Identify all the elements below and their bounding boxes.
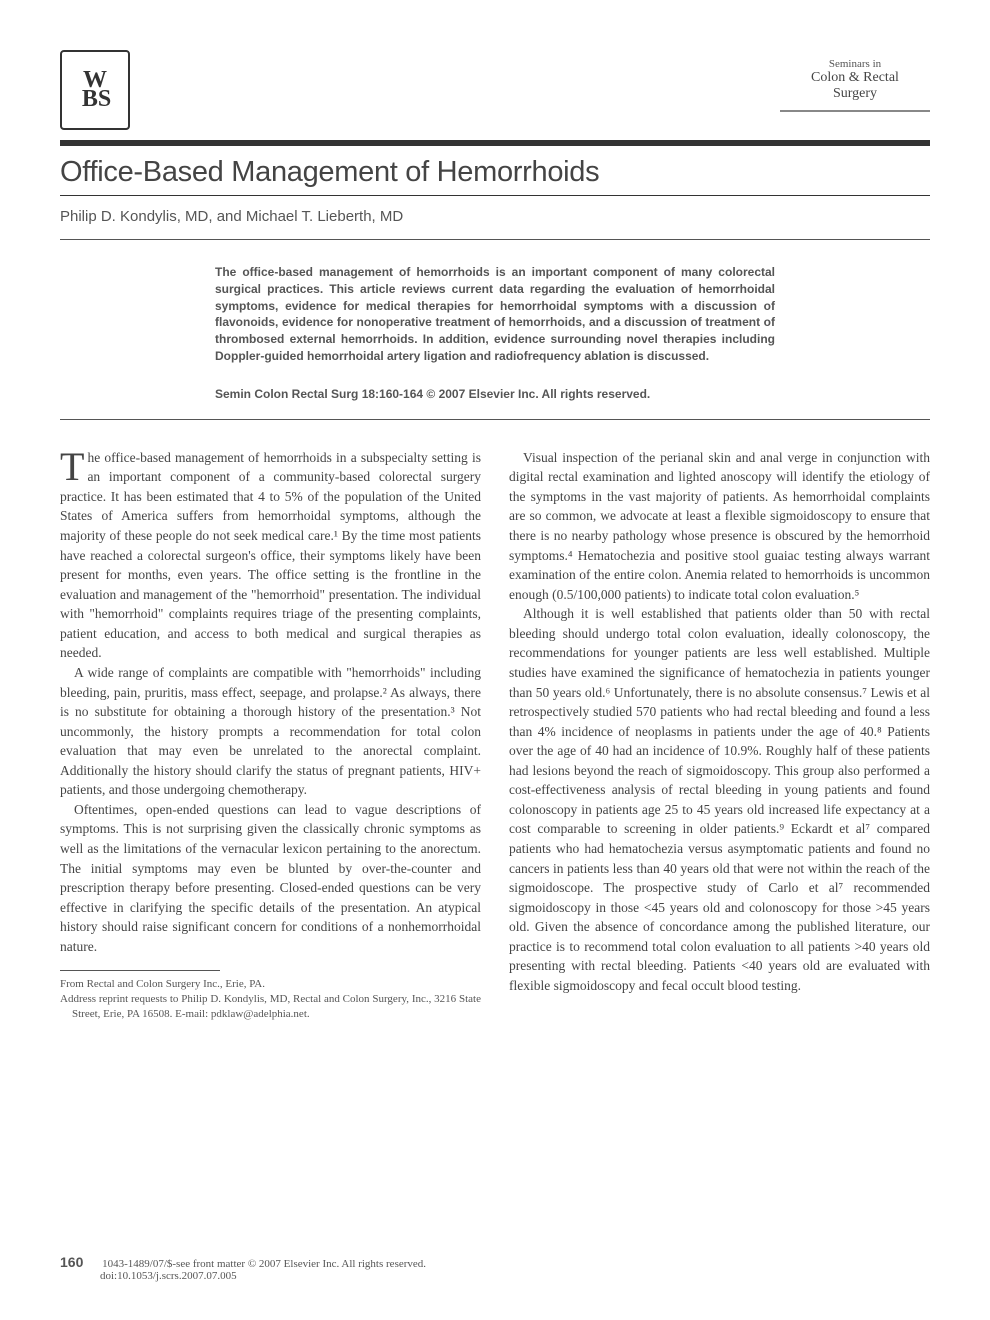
- dropcap: T: [60, 448, 87, 484]
- abstract-text: The office-based management of hemorrhoi…: [215, 264, 775, 365]
- header-row: WBS Seminars in Colon & Rectal Surgery: [60, 50, 930, 130]
- paragraph-3: Oftentimes, open-ended questions can lea…: [60, 800, 481, 957]
- rule-under-abstract: [60, 419, 930, 420]
- footnote-correspondence: Address reprint requests to Philip D. Ko…: [60, 992, 481, 1022]
- body-columns: The office-based management of hemorrhoi…: [60, 448, 930, 1022]
- column-right: Visual inspection of the perianal skin a…: [509, 448, 930, 1022]
- article-title: Office-Based Management of Hemorrhoids: [60, 150, 930, 195]
- rule-under-authors: [60, 239, 930, 240]
- paragraph-2: A wide range of complaints are compatibl…: [60, 663, 481, 800]
- page-footer: 160 1043-1489/07/$-see front matter © 20…: [60, 1254, 930, 1282]
- footnote-rule: [60, 970, 220, 971]
- journal-line-3: Surgery: [790, 86, 920, 102]
- paragraph-1: The office-based management of hemorrhoi…: [60, 448, 481, 663]
- column-left: The office-based management of hemorrhoi…: [60, 448, 481, 1022]
- paragraph-4: Visual inspection of the perianal skin a…: [509, 448, 930, 605]
- paragraph-5: Although it is well established that pat…: [509, 604, 930, 995]
- copyright-line: 1043-1489/07/$-see front matter © 2007 E…: [102, 1258, 426, 1270]
- journal-line-2: Colon & Rectal: [790, 70, 920, 86]
- publisher-logo: WBS: [60, 50, 130, 130]
- page-number: 160: [60, 1254, 83, 1270]
- authors: Philip D. Kondylis, MD, and Michael T. L…: [60, 208, 930, 225]
- journal-name-box: Seminars in Colon & Rectal Surgery: [780, 50, 930, 112]
- rule-under-title: [60, 195, 930, 196]
- footnote-affiliation: From Rectal and Colon Surgery Inc., Erie…: [60, 977, 481, 992]
- doi-line: doi:10.1053/j.scrs.2007.07.005: [60, 1270, 237, 1282]
- journal-line-1: Seminars in: [790, 58, 920, 70]
- citation-line: Semin Colon Rectal Surg 18:160-164 © 200…: [215, 387, 775, 401]
- rule-thick: [60, 140, 930, 146]
